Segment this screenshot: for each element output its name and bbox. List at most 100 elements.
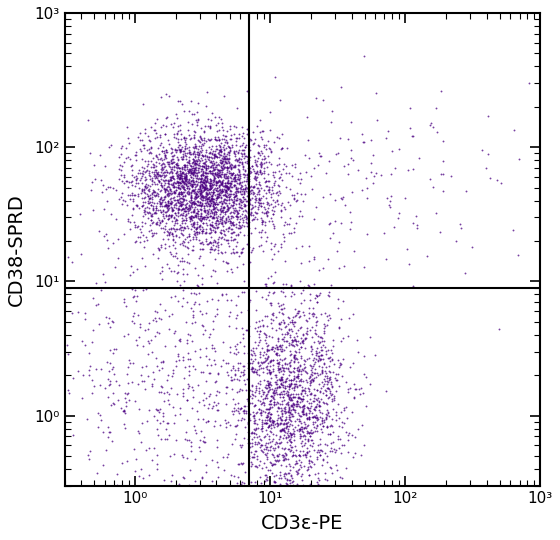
Point — [132, 223, 141, 232]
Point — [175, 145, 184, 154]
Point — [219, 131, 228, 140]
Point — [259, 198, 268, 207]
Point — [264, 208, 273, 217]
Point — [244, 217, 253, 226]
Point — [203, 193, 212, 202]
Point — [179, 211, 188, 220]
Point — [171, 362, 180, 370]
Point — [256, 159, 265, 168]
Point — [174, 127, 183, 136]
Point — [262, 474, 270, 483]
Point — [310, 279, 319, 288]
Point — [207, 199, 216, 207]
Point — [292, 400, 301, 409]
Point — [275, 319, 284, 328]
Point — [185, 197, 194, 205]
Point — [160, 183, 169, 192]
Point — [439, 157, 448, 166]
Point — [241, 167, 250, 176]
Point — [286, 394, 295, 402]
Point — [185, 235, 194, 244]
Point — [264, 421, 273, 430]
Point — [216, 214, 225, 223]
Point — [245, 321, 254, 330]
Point — [286, 381, 295, 389]
Point — [277, 424, 286, 433]
Point — [88, 177, 97, 186]
Point — [88, 206, 97, 215]
Point — [306, 457, 315, 465]
Point — [242, 374, 251, 383]
Point — [268, 210, 277, 218]
Point — [226, 216, 235, 225]
Point — [244, 151, 253, 160]
Point — [176, 145, 185, 154]
Point — [140, 237, 149, 245]
Point — [219, 160, 228, 168]
Point — [326, 345, 335, 354]
Point — [190, 168, 199, 177]
Point — [172, 225, 181, 233]
Point — [287, 228, 296, 237]
Point — [253, 166, 262, 175]
Point — [167, 230, 176, 239]
Point — [317, 152, 326, 160]
Point — [148, 205, 157, 214]
Point — [230, 190, 239, 198]
Point — [170, 410, 179, 419]
Point — [180, 191, 189, 200]
Point — [239, 207, 248, 215]
Point — [181, 203, 190, 212]
Point — [171, 227, 180, 235]
Point — [283, 401, 292, 410]
Point — [182, 180, 191, 188]
Point — [325, 389, 334, 397]
Point — [124, 214, 133, 223]
Point — [360, 369, 368, 378]
Point — [211, 160, 220, 169]
Point — [217, 164, 226, 172]
Point — [197, 141, 206, 150]
Point — [300, 420, 309, 428]
Point — [189, 199, 198, 207]
Point — [194, 210, 203, 219]
Point — [178, 241, 187, 249]
Point — [269, 221, 278, 230]
Point — [181, 149, 190, 158]
Point — [229, 249, 238, 258]
Point — [213, 240, 222, 249]
Point — [189, 167, 198, 176]
Point — [278, 455, 287, 464]
Point — [276, 347, 285, 356]
Point — [206, 183, 214, 191]
Point — [185, 204, 194, 212]
Point — [300, 311, 309, 320]
Point — [186, 220, 195, 228]
Point — [234, 220, 243, 229]
Point — [218, 157, 227, 165]
Point — [196, 205, 205, 213]
Point — [310, 310, 319, 319]
Point — [209, 174, 218, 183]
Point — [170, 179, 179, 188]
Point — [262, 208, 270, 217]
Point — [134, 203, 143, 212]
Point — [325, 385, 334, 394]
Point — [174, 202, 183, 211]
Point — [130, 309, 139, 318]
Point — [209, 165, 218, 173]
Point — [258, 218, 267, 226]
Point — [319, 192, 328, 201]
Point — [262, 448, 271, 457]
Point — [236, 185, 245, 193]
Point — [175, 177, 184, 186]
Point — [234, 187, 242, 195]
Point — [226, 135, 235, 144]
Point — [259, 164, 268, 172]
Point — [290, 352, 299, 360]
Point — [168, 152, 177, 160]
Point — [294, 358, 303, 367]
Point — [211, 219, 220, 227]
Point — [198, 201, 207, 210]
Point — [273, 402, 282, 411]
